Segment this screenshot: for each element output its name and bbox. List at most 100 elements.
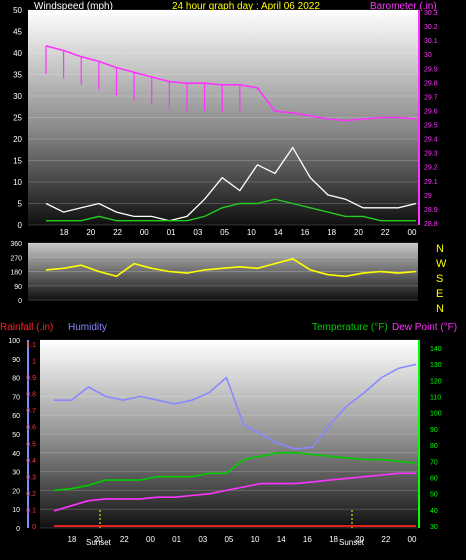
- rain-ytick-label: 1.1: [26, 342, 36, 349]
- climate-xtick-label: 03: [198, 535, 207, 544]
- temperature-line: [53, 452, 417, 492]
- wind-xtick-label: 20: [86, 228, 95, 237]
- barometer-ytick-label: 29.8: [424, 80, 438, 87]
- climate-panel-bg: [40, 340, 418, 528]
- barometer-ytick-label: 29.9: [424, 66, 438, 73]
- wind-xtick-label: 18: [60, 228, 69, 237]
- climate-xtick-label: 22: [381, 535, 390, 544]
- humidity-title: Humidity: [68, 322, 107, 333]
- humidity-ytick-label: 20: [12, 488, 20, 495]
- climate-xtick-label: 20: [94, 535, 103, 544]
- barometer-ytick-label: 30.1: [424, 38, 438, 45]
- barometer-ytick-label: 29.7: [424, 94, 438, 101]
- barometer-ytick-label: 28.9: [424, 207, 438, 214]
- wind-panel-bg: [28, 10, 418, 225]
- compass-n-top: N: [436, 243, 444, 255]
- rain-ytick-label: 0.9: [26, 375, 36, 382]
- barometer-ytick-label: 29.6: [424, 108, 438, 115]
- climate-xtick-label: 14: [277, 535, 286, 544]
- compass-s: S: [436, 273, 443, 285]
- wind-ytick-label: 30: [13, 92, 22, 101]
- temperature-ytick-label: 100: [430, 411, 442, 418]
- wind-xtick-label: 16: [300, 228, 309, 237]
- rainfall-title: Rainfall (.in): [0, 322, 53, 333]
- compass-e: E: [436, 288, 443, 300]
- direction-ytick-label: 90: [14, 284, 22, 291]
- wind-xtick-label: 00: [140, 228, 149, 237]
- wind-xtick-label: 18: [327, 228, 336, 237]
- day-title: 24 hour graph day : April 06 2022: [172, 1, 320, 12]
- humidity-ytick-label: 100: [8, 338, 20, 345]
- temperature-ytick-label: 110: [430, 395, 441, 402]
- climate-xtick-label: 00: [408, 535, 417, 544]
- wind-ytick-label: 35: [13, 71, 22, 80]
- temperature-title: Temperature (°F): [312, 322, 388, 333]
- rain-ytick-label: 0.8: [26, 392, 36, 399]
- direction-panel-bg: [28, 243, 418, 300]
- humidity-ytick-label: 70: [12, 394, 20, 401]
- humidity-ytick-label: 30: [12, 470, 20, 477]
- barometer-ytick-label: 29.3: [424, 151, 438, 158]
- wind-xtick-label: 00: [408, 228, 417, 237]
- wind-xtick-label: 01: [167, 228, 176, 237]
- direction-ytick-label: 270: [10, 255, 22, 262]
- temperature-ytick-label: 70: [430, 459, 438, 466]
- climate-xtick-label: 22: [120, 535, 129, 544]
- rain-ytick-label: 0.5: [26, 441, 36, 448]
- barometer-ytick-label: 29.5: [424, 123, 438, 130]
- wind-ytick-label: 50: [13, 6, 22, 15]
- dewpoint-line: [53, 472, 416, 512]
- humidity-ytick-label: 10: [12, 507, 20, 514]
- humidity-ytick-label: 80: [12, 376, 20, 383]
- wind-gust-line: [45, 146, 417, 222]
- chart-marks: 0510152025303540455028.828.92929.129.229…: [8, 6, 441, 544]
- compass-w: W: [436, 258, 447, 270]
- humidity-ytick-label: 0: [16, 526, 20, 533]
- temperature-ytick-label: 140: [430, 346, 442, 353]
- direction-ytick-label: 180: [10, 270, 22, 277]
- humidity-line: [54, 363, 417, 450]
- humidity-ytick-label: 60: [12, 413, 20, 420]
- wind-xtick-label: 03: [193, 228, 202, 237]
- climate-xtick-label: 01: [172, 535, 181, 544]
- wind-ytick-label: 45: [13, 28, 22, 37]
- wind-ytick-label: 15: [13, 157, 22, 166]
- temperature-ytick-label: 30: [430, 524, 438, 531]
- rain-ytick-label: 0.3: [26, 474, 36, 481]
- wind-ytick-label: 5: [18, 200, 23, 209]
- humidity-ytick-label: 90: [12, 357, 20, 364]
- climate-xtick-label: 10: [251, 535, 260, 544]
- barometer-ytick-label: 29.2: [424, 165, 438, 172]
- barometer-ytick-label: 30.2: [424, 24, 438, 31]
- barometer-ytick-label: 30.3: [424, 10, 438, 17]
- temperature-ytick-label: 120: [430, 378, 442, 385]
- climate-xtick-label: 05: [224, 535, 233, 544]
- rain-ytick-label: 0: [32, 524, 36, 531]
- humidity-ytick-label: 40: [12, 451, 20, 458]
- barometer-line: [45, 45, 417, 122]
- dewpoint-title: Dew Point (°F): [392, 322, 457, 333]
- rain-ytick-label: 1: [32, 359, 36, 366]
- wind-ytick-label: 40: [13, 49, 22, 58]
- barometer-ytick-label: 29.4: [424, 137, 438, 144]
- wind-ytick-label: 25: [13, 114, 22, 123]
- temperature-ytick-label: 130: [430, 362, 442, 369]
- climate-xtick-label: 18: [68, 535, 77, 544]
- rain-ytick-label: 0.1: [26, 507, 36, 514]
- climate-xtick-label: 16: [303, 535, 312, 544]
- barometer-title: Barometer (.in): [370, 1, 437, 12]
- wind-xtick-label: 22: [113, 228, 122, 237]
- direction-line: [45, 257, 417, 278]
- direction-ytick-label: 360: [10, 241, 22, 248]
- compass-n-bottom: N: [436, 303, 444, 315]
- climate-xtick-label: 20: [355, 535, 364, 544]
- climate-xtick-label: 00: [146, 535, 155, 544]
- wind-average-line: [46, 198, 416, 222]
- wind-title: Windspeed (mph): [34, 1, 113, 12]
- rain-ytick-label: 0.2: [26, 491, 36, 498]
- temperature-ytick-label: 40: [430, 508, 438, 515]
- wind-xtick-label: 14: [274, 228, 283, 237]
- direction-ytick-label: 0: [18, 298, 22, 305]
